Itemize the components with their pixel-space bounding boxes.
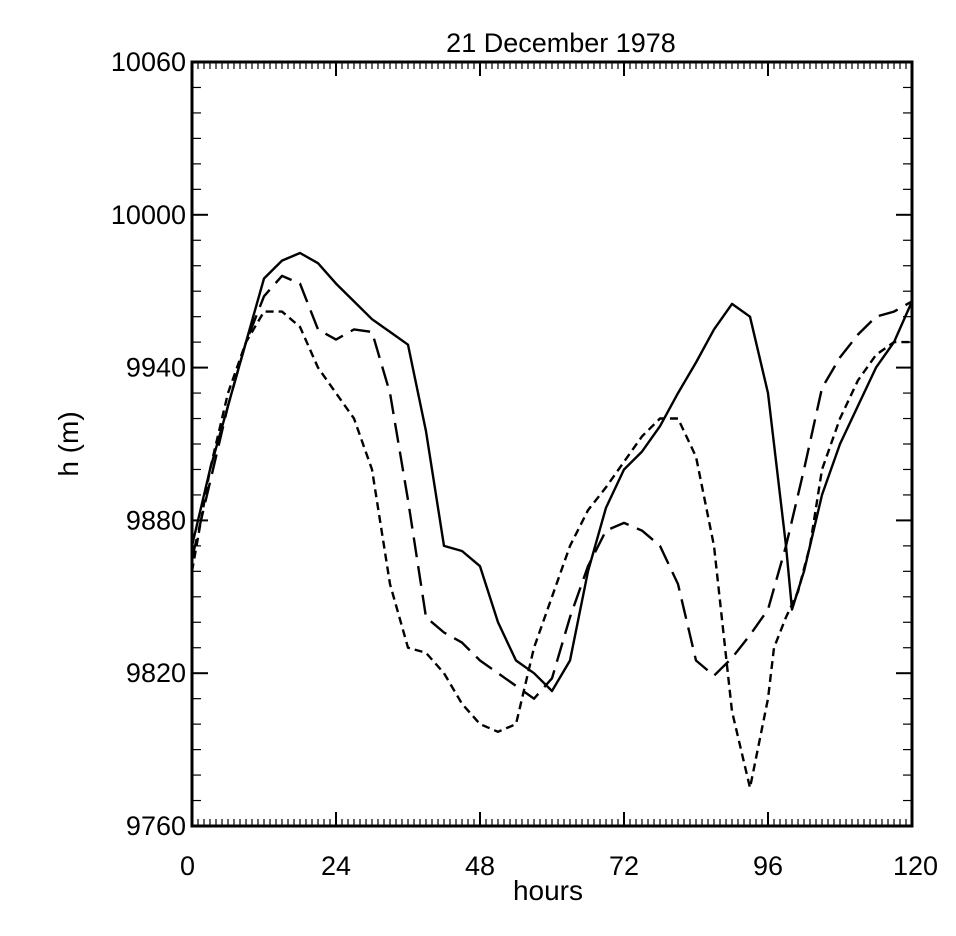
series-line-short-dash — [190, 310, 912, 789]
y-tick-label: 10000 — [111, 200, 186, 230]
series-line-solid — [190, 251, 914, 693]
x-axis-title: hours — [513, 875, 583, 906]
y-tick-label: 9820 — [126, 658, 186, 688]
series-line-long-dash — [190, 274, 913, 700]
x-tick-label: 0 — [180, 851, 195, 881]
minor-ticks — [191, 61, 913, 827]
x-tick-label: 24 — [321, 851, 351, 881]
y-axis-title: h (m) — [53, 411, 84, 476]
x-tick-labels: 0 24 48 72 96 120 — [180, 851, 938, 881]
major-ticks — [191, 61, 913, 827]
chart-title: 21 December 1978 — [446, 28, 676, 58]
plot-frame — [190, 60, 914, 828]
y-tick-label: 9940 — [126, 353, 186, 383]
x-tick-label: 72 — [609, 851, 639, 881]
y-tick-label: 10060 — [111, 47, 186, 77]
x-tick-label: 120 — [893, 851, 938, 881]
y-tick-labels: 9760 9820 9880 9940 10000 10060 — [111, 47, 186, 841]
series-layer — [190, 251, 914, 789]
x-tick-label: 48 — [465, 851, 495, 881]
x-tick-label: 96 — [753, 851, 783, 881]
y-tick-label: 9760 — [126, 811, 186, 841]
y-tick-label: 9880 — [126, 505, 186, 535]
